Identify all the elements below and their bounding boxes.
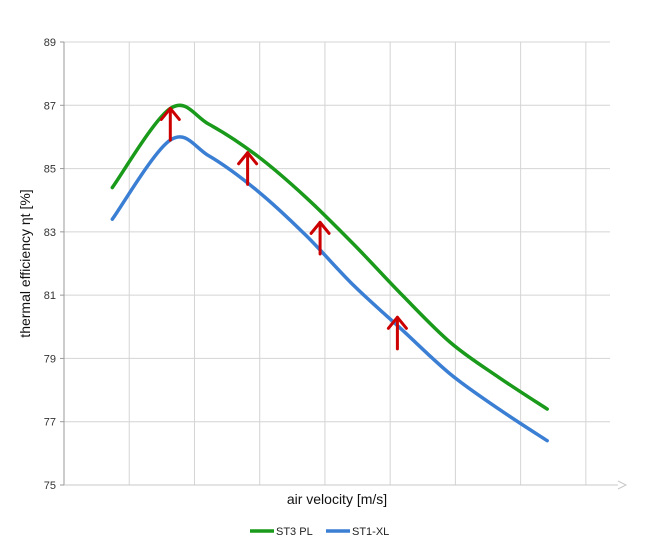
arrow-head (159, 106, 181, 121)
legend-label-st1-xl: ST1-XL (352, 526, 389, 538)
red-up-arrow (159, 106, 181, 142)
y-tick-label: 77 (44, 417, 56, 429)
legend-label-st3-pl: ST3 PL (276, 526, 313, 538)
y-tick-label: 85 (44, 164, 56, 176)
series-line-st3-pl (110, 103, 549, 411)
y-tick-label: 89 (44, 37, 56, 49)
series-line-st1-xl (110, 135, 549, 443)
arrow-head (237, 151, 259, 166)
y-tick-label: 83 (44, 227, 56, 239)
improvement-arrows (159, 106, 408, 351)
red-up-arrow (237, 151, 259, 186)
x-axis-arrowhead (617, 480, 628, 490)
y-tick-label: 75 (44, 480, 56, 492)
y-tick-label: 79 (44, 353, 56, 365)
red-up-arrow (309, 220, 331, 256)
y-tick-labels: 75 77 79 81 83 85 87 89 (44, 37, 64, 492)
legend: ST3 PL ST1-XL (250, 526, 389, 538)
series-lines (110, 103, 549, 443)
arrow-head (386, 315, 408, 330)
red-up-arrow (386, 315, 408, 351)
axes (63, 42, 628, 490)
y-tick-label: 81 (44, 290, 56, 302)
grid (64, 41, 610, 485)
y-axis-title: thermal efficiency ηt [%] (17, 189, 33, 337)
arrow-head (309, 220, 331, 235)
x-axis-title: air velocity [m/s] (287, 491, 387, 507)
y-tick-label: 87 (44, 100, 56, 112)
